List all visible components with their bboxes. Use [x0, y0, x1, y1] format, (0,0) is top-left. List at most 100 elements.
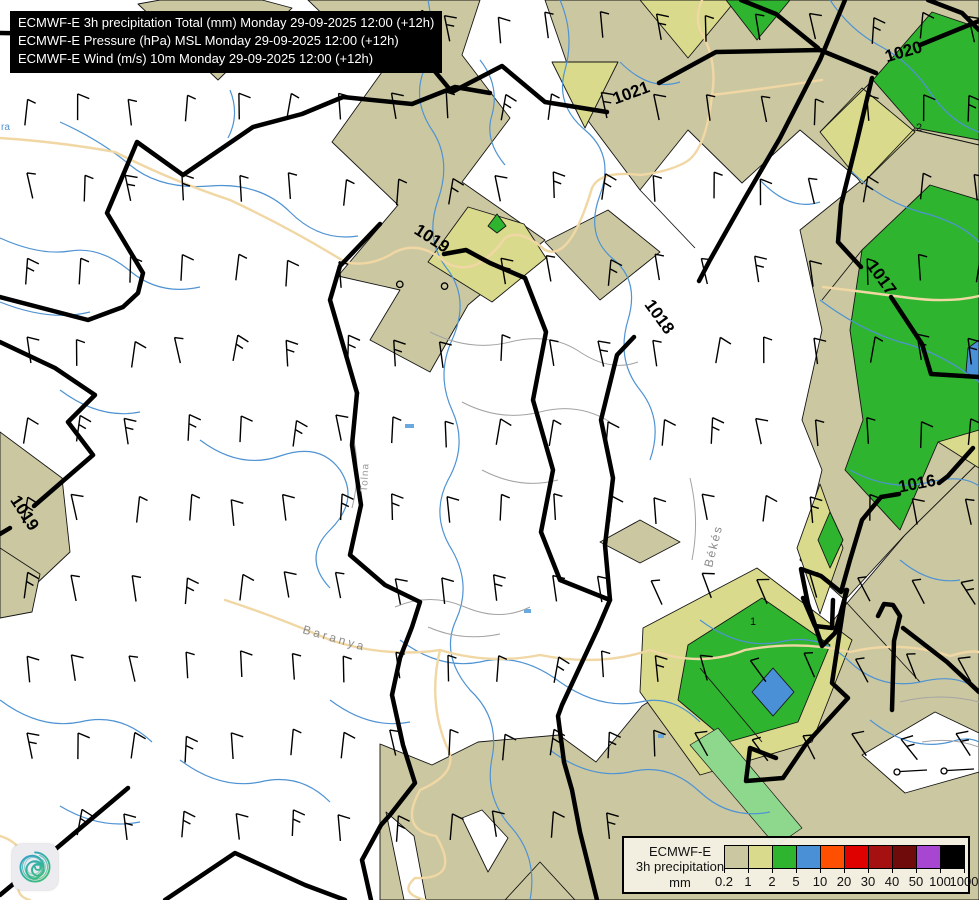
wind-barb: [699, 654, 713, 681]
forecast-header: ECMWF-E 3h precipitation Total (mm) Mond…: [10, 11, 443, 73]
wind-barb: [808, 571, 819, 598]
wind-barb: [753, 255, 768, 283]
wind-barb: [813, 337, 827, 365]
wind-barb: [866, 258, 876, 285]
legend-tick-mark: [964, 868, 965, 873]
legend-tick-mark: [796, 868, 797, 873]
wind-barb: [347, 334, 361, 362]
wind-barb: [26, 172, 36, 199]
wind-barb: [496, 655, 508, 682]
contour-value-label: 1: [750, 616, 756, 628]
legend-tick-mark: [940, 868, 941, 873]
wind-barb: [500, 334, 511, 361]
legend-tick-label: 1: [744, 874, 752, 889]
wind-barb: [235, 812, 249, 840]
wind-barb: [239, 650, 253, 678]
wind-barb: [650, 579, 663, 605]
wind-barb: [862, 175, 879, 203]
legend-tick-mark: [916, 868, 917, 873]
legend-tick-mark: [724, 868, 725, 873]
wind-barb: [75, 414, 92, 442]
wind-barb: [957, 656, 972, 682]
wind-barb: [337, 814, 351, 841]
wind-barb: [596, 575, 610, 603]
wind-barb: [919, 11, 935, 39]
wind-barb: [653, 729, 666, 757]
wind-barb: [131, 574, 142, 602]
wind-barb: [181, 810, 196, 838]
wind-barb: [390, 92, 404, 119]
legend-swatch: [749, 846, 773, 868]
wind-barb: [857, 576, 871, 602]
legend-tick-mark: [868, 868, 869, 873]
wind-barb: [443, 15, 457, 42]
wind-barb: [809, 496, 823, 524]
wind-barb: [22, 417, 39, 444]
wind-barb: [184, 577, 199, 605]
wind-barb: [701, 572, 715, 599]
wind-barb: [393, 339, 406, 367]
wind-barb: [964, 498, 975, 525]
wind-barb: [75, 338, 86, 366]
wind-barb: [124, 174, 138, 202]
wind-barb: [751, 736, 769, 762]
wind-barb: [653, 497, 667, 524]
wind-barb: [808, 260, 822, 287]
wind-barb: [869, 493, 879, 521]
wind-barb: [230, 499, 244, 526]
app-logo: [12, 844, 58, 890]
legend-unit: mm: [669, 875, 691, 890]
contour-value-labels: 21: [750, 122, 922, 628]
wind-barb: [180, 254, 195, 281]
wind-barb: [807, 177, 818, 205]
wind-barb: [608, 495, 624, 523]
wind-barbs-layer: [22, 11, 979, 842]
wind-barb: [130, 341, 147, 368]
wind-barb: [654, 253, 665, 281]
legend-tick-mark: [748, 868, 749, 873]
place-label: Tolna: [359, 463, 371, 492]
wind-barb: [911, 578, 925, 604]
legend-color-bar: [724, 845, 965, 869]
wind-barb: [661, 419, 677, 446]
wind-barb: [445, 91, 456, 119]
wind-barb: [230, 732, 244, 760]
wind-barb: [290, 728, 302, 756]
wind-barb: [334, 571, 345, 599]
wind-barb: [78, 257, 90, 285]
wind-barb: [855, 657, 869, 683]
wind-barb: [694, 730, 709, 757]
wind-barb: [814, 419, 825, 447]
wind-barb: [127, 98, 138, 126]
wind-barb: [232, 334, 249, 361]
county-border-layer: [351, 331, 979, 748]
wind-barb: [549, 728, 566, 756]
wind-barb: [919, 421, 934, 448]
wind-barb: [342, 655, 352, 683]
wind-barb: [545, 255, 556, 282]
legend-tick-mark: [820, 868, 821, 873]
wind-barb: [281, 493, 295, 521]
legend-swatch: [845, 846, 869, 868]
wind-barb: [394, 578, 408, 605]
wind-barb: [655, 13, 669, 40]
wind-barb: [652, 339, 662, 367]
wind-barb: [494, 174, 508, 202]
legend-swatch: [893, 846, 917, 868]
legend-tick-mark: [892, 868, 893, 873]
wind-barb: [652, 174, 663, 202]
wind-barb: [756, 578, 770, 605]
wind-barb: [335, 414, 349, 441]
legend-tick-label: 100: [929, 874, 951, 889]
wind-barb: [390, 493, 404, 521]
wind-barb: [871, 17, 886, 44]
wind-barb: [547, 93, 560, 120]
wind-barb: [813, 98, 825, 126]
legend-tick-label: 0.2: [714, 874, 734, 889]
wind-barb: [181, 173, 195, 201]
wind-barb: [390, 416, 402, 444]
legend-tick-label: 2: [768, 874, 776, 889]
wind-barb: [448, 177, 465, 205]
